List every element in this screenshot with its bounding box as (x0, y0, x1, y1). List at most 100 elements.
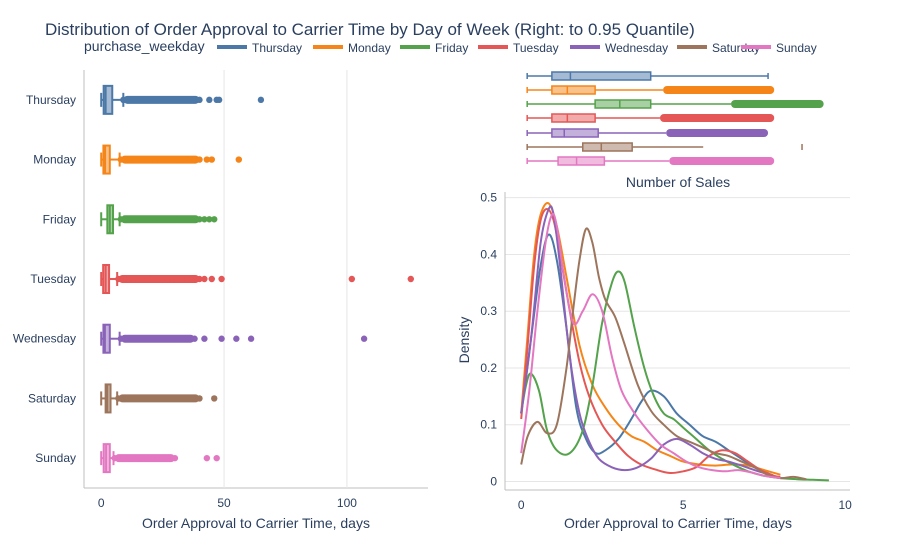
outlier-point (122, 216, 129, 223)
outlier-point (149, 275, 156, 283)
box-iqr (102, 84, 114, 115)
outlier-point (174, 275, 181, 283)
density-panel: 0 0.1 0.2 0.3 0.4 0.5 0 5 10 Order Approval to … (456, 191, 852, 531)
outlier-point (125, 454, 132, 462)
quantile-box-iqr (557, 156, 606, 166)
outlier-point (120, 454, 127, 462)
density-line-sunday (520, 212, 781, 480)
outlier-point (161, 96, 169, 104)
outlier-point (208, 275, 215, 283)
box-wednesday (100, 323, 368, 354)
quantile-outlier-strip (669, 157, 775, 165)
outlier-point (144, 454, 152, 462)
outlier-point (132, 96, 139, 104)
outlier-point (191, 335, 198, 342)
outlier-point (122, 335, 129, 342)
outlier-point (161, 335, 169, 342)
legend[interactable]: Thursday Monday Friday Tuesday Wednesday Satu… (217, 41, 817, 55)
outlier-point (171, 335, 179, 342)
outlier-point (139, 275, 147, 283)
outlier-point (127, 96, 134, 104)
legend-item-saturday[interactable]: Saturday (677, 41, 760, 55)
density-y-tick-label: 0.5 (480, 191, 497, 205)
outlier-point (142, 335, 149, 342)
outlier-point (166, 335, 174, 342)
left-x-tick-label: 0 (98, 496, 105, 510)
outlier-point (181, 335, 188, 342)
outlier-point (257, 96, 265, 104)
outlier-point (127, 216, 134, 223)
outlier-point (115, 454, 122, 462)
legend-item-tuesday[interactable]: Tuesday (478, 41, 559, 55)
outlier-point (142, 96, 149, 104)
outlier-point (191, 96, 198, 104)
density-line-monday (520, 202, 781, 476)
outlier-point (149, 395, 156, 402)
density-x-axis-label: Order Approval to Carrier Time, days (564, 515, 792, 531)
legend-label-wednesday: Wednesday (605, 41, 668, 55)
density-y-tick-label: 0 (490, 474, 497, 488)
outlier-point (147, 156, 154, 163)
outlier-point (203, 156, 211, 163)
box-plot-panel: Thursday Monday Friday Tuesday Wednesday Satu… (13, 70, 428, 531)
outlier-point (147, 96, 154, 104)
density-x-tick-label: 5 (680, 498, 687, 512)
left-y-tick-label-tuesday: Tuesday (30, 272, 76, 286)
outlier-point (144, 395, 152, 402)
outlier-point (360, 335, 368, 342)
quantile-box-iqr (551, 128, 599, 138)
quantile-outlier-strip (731, 100, 824, 108)
left-y-tick-label-sunday: Sunday (35, 451, 76, 465)
outlier-point (139, 454, 147, 462)
legend-label-monday: Monday (348, 41, 391, 55)
density-y-tick-label: 0.2 (480, 361, 497, 375)
density-line-tuesday (520, 208, 781, 478)
quantile-box-iqr (594, 99, 652, 109)
box-monday (100, 144, 242, 175)
legend-item-sunday[interactable]: Sunday (741, 41, 817, 55)
outlier-point (211, 216, 218, 223)
outlier-point (120, 395, 127, 402)
legend-item-thursday[interactable]: Thursday (217, 41, 302, 55)
legend-item-friday[interactable]: Friday (400, 41, 468, 55)
outlier-point (164, 454, 171, 462)
outlier-point (179, 395, 186, 402)
density-x-tick-labels: 0 5 10 (518, 498, 852, 512)
outlier-point (186, 395, 193, 402)
outlier-point (196, 96, 203, 104)
outlier-point (169, 395, 176, 402)
outlier-point (156, 96, 164, 104)
outlier-point (156, 335, 164, 342)
outlier-point (201, 275, 208, 283)
outlier-point (134, 275, 142, 283)
quantile-box-wednesday (526, 128, 769, 138)
outlier-point (186, 156, 193, 163)
outlier-point (164, 395, 171, 402)
quantile-outlier-strip (666, 129, 769, 137)
outlier-point (132, 216, 139, 223)
box-sunday (100, 443, 220, 474)
outlier-point (142, 156, 149, 163)
outlier-point (191, 216, 198, 223)
density-x-tick-label: 0 (518, 498, 525, 512)
chart-title: Distribution of Order Approval to Carrie… (45, 20, 695, 39)
outlier-point (169, 275, 176, 283)
left-y-tick-labels: Thursday Monday Friday Tuesday Wednesday Satu… (13, 93, 76, 465)
quantile-boxes (526, 71, 824, 166)
density-grid (505, 197, 850, 482)
outlier-point (122, 96, 129, 104)
outlier-point (154, 395, 161, 402)
outlier-point (184, 275, 191, 283)
outlier-point (233, 335, 240, 342)
outlier-point (191, 156, 198, 163)
outlier-point (188, 275, 196, 283)
outlier-point (127, 335, 134, 342)
outlier-point (156, 156, 164, 163)
legend-item-wednesday[interactable]: Wednesday (570, 41, 668, 55)
legend-item-monday[interactable]: Monday (313, 41, 391, 55)
outlier-point (134, 454, 142, 462)
legend-label-friday: Friday (435, 41, 468, 55)
outlier-point (186, 96, 193, 104)
outlier-point (218, 335, 225, 342)
quantile-box-iqr (551, 113, 596, 123)
